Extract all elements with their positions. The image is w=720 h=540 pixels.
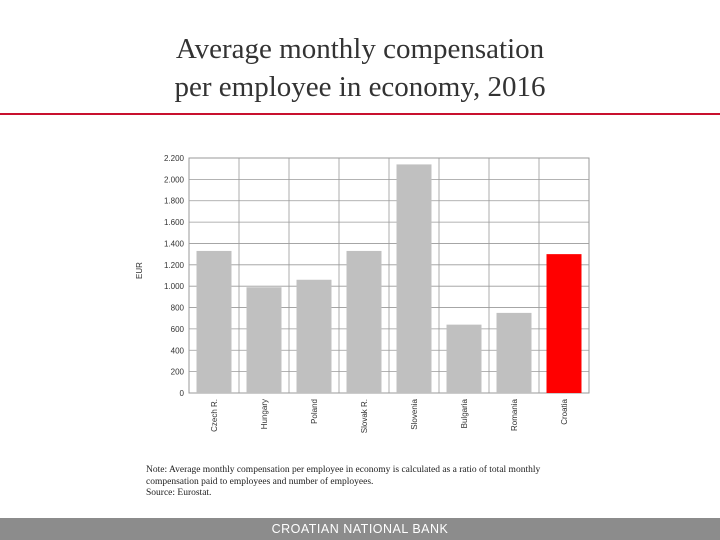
note-line-1: Note: Average monthly compensation per e…: [146, 465, 541, 475]
slide-title: Average monthly compensation per employe…: [0, 30, 720, 106]
y-tick-label: 1.400: [164, 239, 185, 248]
bar-croatia: [546, 254, 582, 393]
y-tick-label: 800: [171, 304, 185, 313]
y-tick-label: 1.000: [164, 282, 185, 291]
x-tick-label: Bulgaria: [460, 398, 469, 428]
bar-chart: 0 200 400 600 800 1.000 1.200 1.400 1.600 1.800 2.…: [135, 154, 590, 433]
y-tick-label: 1.600: [164, 218, 185, 227]
bar-romania: [496, 312, 532, 393]
x-tick-label: Romania: [510, 398, 519, 431]
y-tick-label: 600: [171, 325, 185, 334]
title-divider: [0, 113, 720, 115]
y-tick-label: 0: [180, 389, 185, 398]
y-tick-label: 2.200: [164, 154, 185, 163]
x-tick-label: Slovenia: [410, 398, 419, 429]
title-line-1: Average monthly compensation: [175, 33, 545, 65]
y-tick-label: 1.800: [164, 197, 185, 206]
note-line-2: compensation paid to employees and numbe…: [146, 476, 374, 487]
title-line-2: per employee in economy, 2016: [174, 71, 546, 103]
source-line: Source: Eurostat.: [146, 488, 212, 498]
footer-bar: CROATIAN NATIONAL BANK: [0, 518, 720, 540]
bar-hungary: [246, 287, 282, 393]
y-axis-label: EUR: [135, 262, 144, 279]
y-tick-label: 200: [171, 368, 185, 377]
x-tick-label: Czech R.: [210, 399, 219, 432]
bar-slovak-r: [346, 250, 382, 393]
y-tick-label: 1.200: [164, 261, 185, 270]
x-tick-label: Poland: [310, 399, 319, 424]
bar-bulgaria: [446, 324, 482, 393]
x-tick-label: Hungary: [260, 399, 269, 429]
chart-note: Note: Average monthly compensation per e…: [146, 465, 606, 500]
bar-slovenia: [396, 164, 432, 393]
x-tick-label: Slovak R.: [360, 399, 369, 433]
y-tick-label: 400: [171, 346, 185, 355]
y-tick-label: 2.000: [164, 175, 185, 184]
bar-poland: [296, 279, 332, 393]
footer-label: CROATIAN NATIONAL BANK: [271, 522, 449, 536]
x-tick-label: Croatia: [560, 398, 569, 424]
bar-czech-r: [196, 250, 232, 393]
